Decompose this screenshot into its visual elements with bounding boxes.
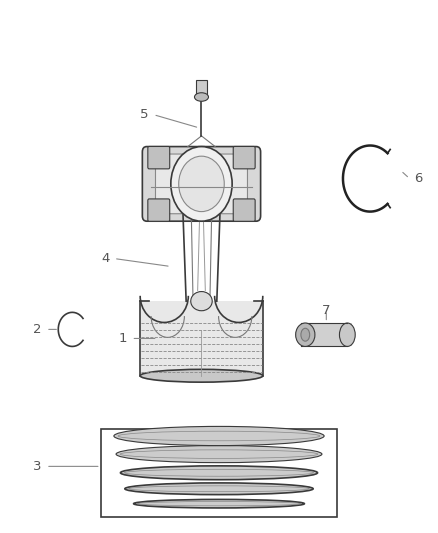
Ellipse shape [114,426,324,446]
Text: 5: 5 [140,108,149,121]
Text: 3: 3 [33,460,42,473]
Ellipse shape [134,499,304,508]
Bar [196,80,207,96]
Ellipse shape [171,147,232,221]
Ellipse shape [179,156,224,212]
FancyBboxPatch shape [233,147,255,169]
Text: 2: 2 [33,323,42,336]
FancyBboxPatch shape [155,154,247,214]
Ellipse shape [125,483,313,495]
Text: 7: 7 [322,304,331,317]
Ellipse shape [296,323,315,346]
Ellipse shape [301,328,310,341]
Ellipse shape [140,369,263,382]
Polygon shape [301,323,352,346]
Ellipse shape [120,466,318,480]
FancyBboxPatch shape [148,199,170,221]
Ellipse shape [191,292,212,311]
Bar [101,429,337,517]
Ellipse shape [194,93,208,101]
FancyBboxPatch shape [148,147,170,169]
Polygon shape [140,301,263,376]
FancyBboxPatch shape [142,147,261,221]
Text: 4: 4 [101,252,110,265]
FancyBboxPatch shape [233,199,255,221]
Text: 1: 1 [118,332,127,345]
Ellipse shape [339,323,355,346]
Text: 6: 6 [414,172,423,185]
Ellipse shape [116,446,322,463]
